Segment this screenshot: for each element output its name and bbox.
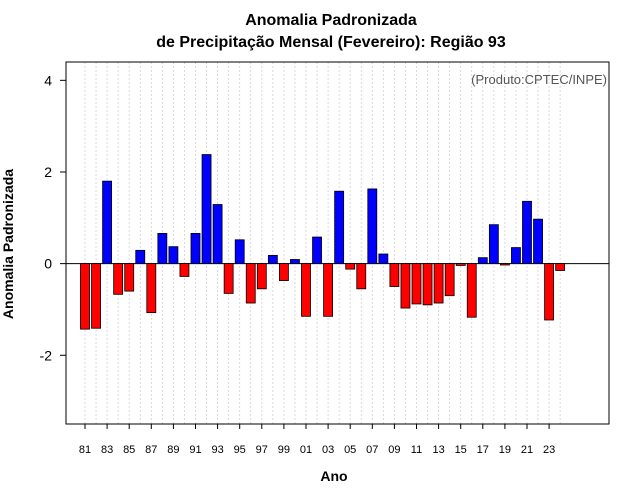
x-tick-label: 05 (344, 444, 356, 456)
y-axis: -2 0 2 4 (40, 72, 66, 363)
bar-01 (301, 263, 311, 317)
x-tick-label: 85 (123, 444, 135, 456)
x-tick-label: 03 (322, 444, 334, 456)
bar-12 (422, 263, 433, 306)
x-tick-label: 07 (366, 444, 378, 456)
bar-23 (544, 263, 554, 321)
vertical-grid-lines (84, 62, 561, 424)
y-tick-label: 0 (44, 256, 52, 272)
bar-84 (113, 263, 124, 295)
bar-90 (179, 263, 190, 277)
bar-16 (466, 263, 477, 318)
bar-89 (168, 246, 179, 265)
x-tick-label: 95 (234, 444, 246, 456)
x-tick-label: 87 (145, 444, 157, 456)
bar-14 (444, 263, 455, 297)
x-tick-label: 21 (521, 444, 533, 456)
bar-18 (488, 224, 499, 265)
y-tick-label: 4 (44, 72, 52, 88)
bar-06 (356, 263, 367, 290)
bar-94 (223, 263, 234, 294)
bar-93 (212, 204, 223, 265)
y-axis-label: Anomalia Padronizada (0, 169, 16, 319)
x-axis-label: Ano (320, 468, 347, 484)
bar-99 (278, 263, 289, 281)
bar-08 (378, 253, 389, 265)
chart-title-line2: de Precipitação Mensal (Fevereiro): Regi… (156, 34, 506, 51)
bar-11 (411, 263, 422, 305)
bar-17 (477, 257, 488, 265)
bar-00 (290, 259, 300, 265)
bar-22 (533, 218, 543, 265)
bar-91 (190, 232, 201, 265)
bar-97 (256, 263, 267, 290)
bar-86 (135, 249, 146, 265)
bar-05 (345, 263, 356, 270)
bar-15 (455, 263, 466, 266)
x-tick-label: 15 (455, 444, 467, 456)
bar-81 (80, 263, 90, 330)
chart-title-line1: Anomalia Padronizada (245, 12, 417, 29)
bar-13 (433, 263, 444, 304)
y-tick-label: -2 (40, 347, 53, 363)
credit-text: (Produto:CPTEC/INPE) (471, 72, 607, 87)
x-tick-label: 91 (189, 444, 201, 456)
x-tick-label: 09 (388, 444, 400, 456)
bar-95 (234, 239, 245, 265)
x-tick-label: 11 (411, 444, 422, 456)
bar-85 (124, 263, 135, 292)
bar-82 (91, 263, 101, 329)
bar-87 (146, 263, 157, 314)
x-tick-label: 83 (101, 444, 113, 456)
y-tick-label: 2 (44, 164, 52, 180)
bar-10 (400, 263, 411, 309)
bar-19 (499, 263, 510, 266)
bar-88 (157, 232, 168, 265)
bar-24 (555, 263, 566, 271)
x-tick-label: 13 (432, 444, 444, 456)
x-tick-label: 23 (543, 444, 555, 456)
x-tick-label: 93 (211, 444, 223, 456)
plot-frame (65, 61, 610, 425)
x-tick-label: 89 (167, 444, 179, 456)
x-axis: 81 83 85 87 89 91 93 95 97 99 01 03 05 07 09 11 13 15 17 19… (79, 424, 555, 456)
bar-07 (367, 188, 378, 265)
x-tick-label: 99 (278, 444, 290, 456)
bar-92 (201, 154, 212, 265)
bar-04 (334, 190, 345, 265)
bar-98 (267, 254, 278, 265)
x-tick-label: 19 (499, 444, 511, 456)
bar-96 (245, 263, 256, 304)
bar-21 (522, 200, 532, 265)
bar-83 (102, 180, 112, 265)
bar-02 (312, 236, 322, 265)
x-tick-label: 97 (256, 444, 268, 456)
x-tick-label: 01 (300, 444, 312, 456)
x-tick-label: 81 (79, 444, 91, 456)
bar-03 (323, 263, 334, 317)
bar-09 (389, 263, 400, 287)
bars-group (80, 154, 566, 330)
bar-20 (511, 247, 521, 265)
x-tick-label: 17 (477, 444, 489, 456)
